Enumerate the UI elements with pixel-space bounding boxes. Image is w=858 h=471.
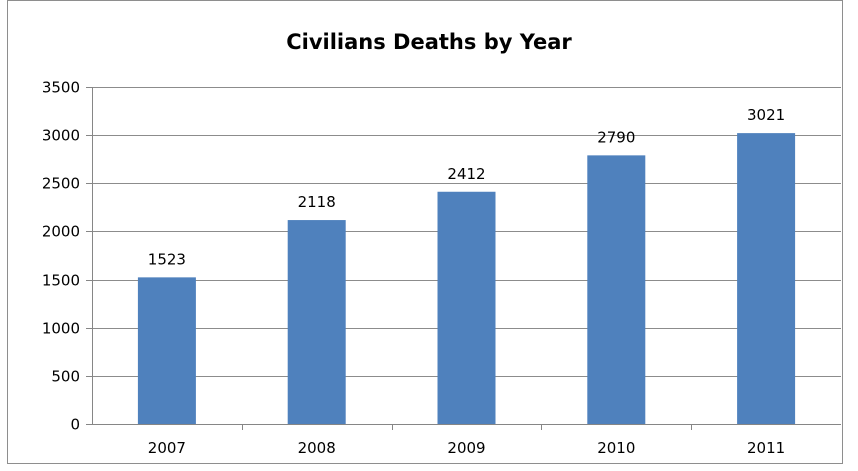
x-tick-label: 2011 (747, 439, 785, 457)
x-tick-label: 2010 (597, 439, 635, 457)
bar-2009 (437, 191, 496, 424)
y-tick-label: 2000 (42, 223, 80, 241)
x-tick-label: 2009 (447, 439, 485, 457)
y-tick-label: 3500 (42, 79, 80, 97)
y-tick-label: 1000 (42, 320, 80, 338)
data-label-2010: 2790 (597, 128, 635, 146)
y-tick-label: 500 (51, 368, 80, 386)
y-tick-label: 1500 (42, 272, 80, 290)
data-label-2009: 2412 (447, 165, 485, 183)
bar-2010 (587, 155, 646, 424)
bar-2007 (137, 277, 196, 424)
data-label-2007: 1523 (148, 250, 186, 268)
chart-title: Civilians Deaths by Year (286, 30, 572, 54)
bar-2008 (287, 220, 346, 424)
x-tick-label: 2008 (298, 439, 336, 457)
y-tick-label: 3000 (42, 127, 80, 145)
data-label-2011: 3021 (747, 106, 785, 124)
y-tick-label: 2500 (42, 175, 80, 193)
y-tick-label: 0 (70, 416, 80, 434)
x-tick-label: 2007 (148, 439, 186, 457)
bar-2011 (737, 133, 796, 424)
data-label-2008: 2118 (298, 193, 336, 211)
